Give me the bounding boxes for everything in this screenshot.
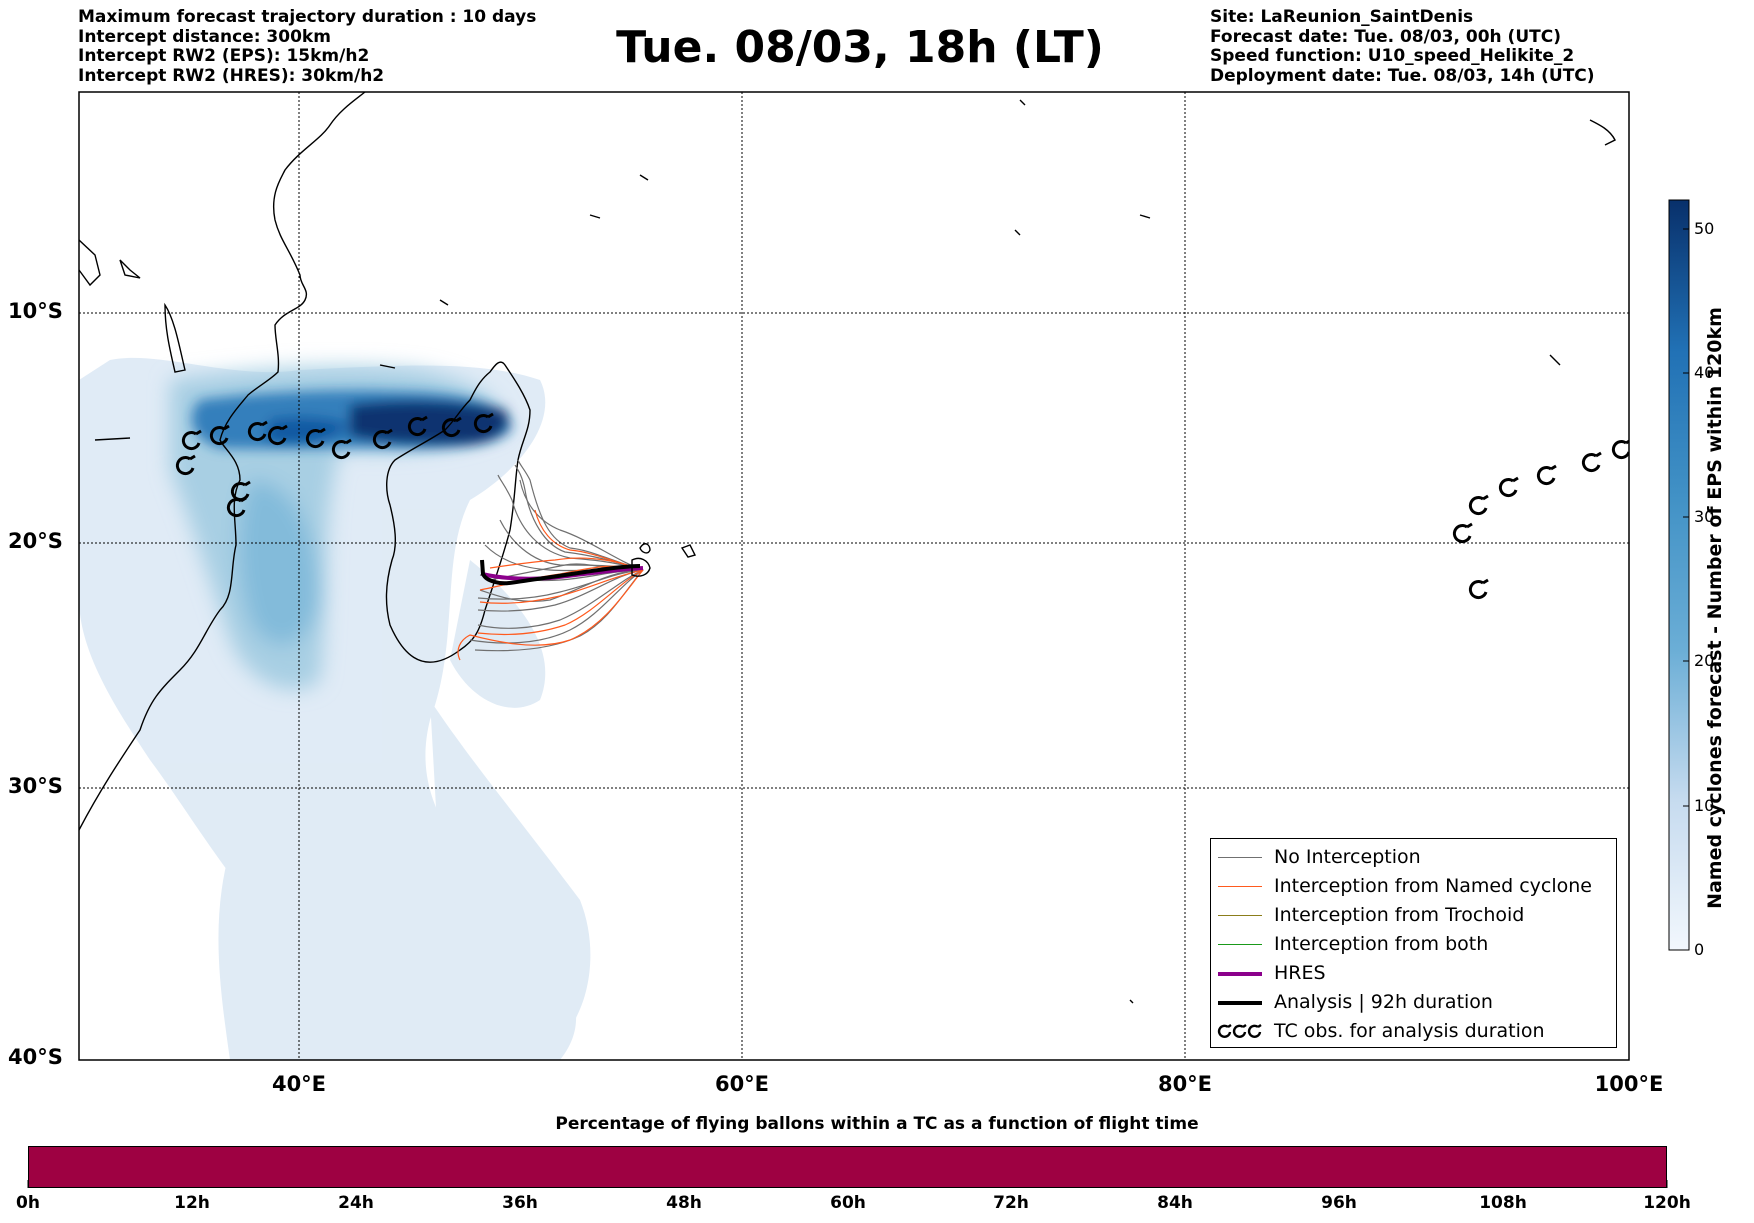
map-gridlines [79,92,1629,1060]
legend-label: Interception from both [1274,933,1489,955]
africa-coast [79,92,366,831]
legend-label: Interception from Trochoid [1274,904,1525,926]
site-line: Speed function: U10_speed_Helikite_2 [1210,46,1575,66]
legend-item-trochoid: Interception from Trochoid [1211,904,1616,928]
legend-label: HRES [1274,962,1326,984]
time-tick-label: 84h [1157,1193,1193,1213]
forecast-parameters: Maximum forecast trajectory duration : 1… [78,7,537,86]
trajectories-no-interception [469,459,644,652]
tc-obs-icon [1217,1024,1262,1038]
colorbar-tick-label: 50 [1694,219,1715,238]
tc-observation-marker [175,454,196,475]
legend-item-hres: HRES [1211,962,1616,986]
time-tick-label: 120h [1643,1193,1691,1213]
lat-label-40s: 40°S [8,1045,63,1069]
legend-swatch [1218,944,1262,945]
tc-observation-marker [1468,578,1489,599]
tc-observation-marker [473,412,494,433]
time-tick-label: 72h [993,1193,1029,1213]
tc-observation-marker [1536,464,1557,485]
colorbar-ticks [1683,228,1689,951]
time-tick-label: 96h [1321,1193,1357,1213]
time-tick-label: 24h [338,1193,374,1213]
tc-observation-marker [1468,494,1489,515]
legend-label: Analysis | 92h duration [1274,991,1493,1013]
tc-observation-marker [226,496,247,517]
tc-observation-marker [247,420,268,441]
tc-observation-marker [372,428,393,449]
colorbar-label: Named cyclones forecast - Number of EPS … [1704,307,1726,909]
tc-observation-marker [209,424,230,445]
legend-swatch [1218,886,1262,887]
tc-observation-marker [441,416,462,437]
analysis-trajectory [480,559,641,586]
param-line: Intercept RW2 (EPS): 15km/h2 [78,46,370,66]
time-tick-label: 0h [16,1193,40,1213]
legend-label: Interception from Named cyclone [1274,875,1592,897]
legend-item-analysis: Analysis | 92h duration [1211,991,1616,1015]
tc-observation-marker [305,427,326,448]
lat-label-10s: 10°S [8,299,63,323]
legend-label: No Interception [1274,846,1421,868]
param-line: Maximum forecast trajectory duration : 1… [78,7,537,27]
colorbar-tick-label: 20 [1694,651,1715,670]
tc-observation-marker [331,438,352,459]
param-line: Intercept RW2 (HRES): 30km/h2 [78,65,385,86]
legend-swatch [1218,972,1262,976]
lon-label-40e: 40°E [271,1072,327,1096]
site-line: Site: LaReunion_SaintDenis [1210,7,1474,27]
legend-item-tc-obs: TC obs. for analysis duration [1211,1020,1616,1044]
cyclone-density-peak [191,390,512,449]
tc-observation-marker [1498,476,1519,497]
density-colorbar [1668,199,1690,951]
time-tick-label: 12h [174,1193,210,1213]
time-bar [28,1146,1667,1188]
colorbar-tick-label: 30 [1694,507,1715,526]
map-legend: No Interception Interception from Named … [1210,838,1617,1048]
tc-observation-marker [407,415,428,436]
time-tick-label: 108h [1479,1193,1527,1213]
tc-observation-marker [267,424,288,445]
time-tick-label: 36h [502,1193,538,1213]
site-info: Site: LaReunion_SaintDenis Forecast date… [1210,7,1595,86]
site-line: Deployment date: Tue. 08/03, 14h (UTC) [1210,65,1595,86]
legend-item-both: Interception from both [1211,933,1616,957]
map-frame [78,91,1630,1061]
madagascar-coast [385,361,531,663]
colorbar-tick-label: 40 [1694,363,1715,382]
colorbar-tick-label: 10 [1694,796,1715,815]
legend-swatch [1218,857,1262,858]
site-line: Forecast date: Tue. 08/03, 00h (UTC) [1210,26,1561,47]
legend-swatch [1218,1001,1262,1005]
legend-label: TC obs. for analysis duration [1274,1020,1545,1042]
lon-label-80e: 80°E [1157,1072,1213,1096]
lat-label-30s: 30°S [8,774,63,798]
lon-label-100e: 100°E [1594,1072,1664,1096]
tc-observation-marker [181,429,202,450]
lat-label-20s: 20°S [8,529,63,553]
legend-item-no-interception: No Interception [1211,846,1616,870]
legend-item-named-cyclone: Interception from Named cyclone [1211,875,1616,899]
tc-observation-marker [1452,522,1473,543]
lon-label-60e: 60°E [714,1072,770,1096]
time-bar-title: Percentage of flying ballons within a TC… [555,1114,1199,1134]
coastlines [79,92,1616,1004]
time-tick-label: 60h [830,1193,866,1213]
page-title: Tue. 08/03, 18h (LT) [616,22,1104,73]
tc-observations [175,412,1629,599]
colorbar-tick-label: 0 [1694,940,1705,959]
tc-observation-marker [1581,451,1602,472]
reunion-coast [631,557,651,577]
time-tick-label: 48h [666,1193,702,1213]
param-line: Intercept distance: 300km [78,26,331,47]
legend-swatch [1218,915,1262,916]
